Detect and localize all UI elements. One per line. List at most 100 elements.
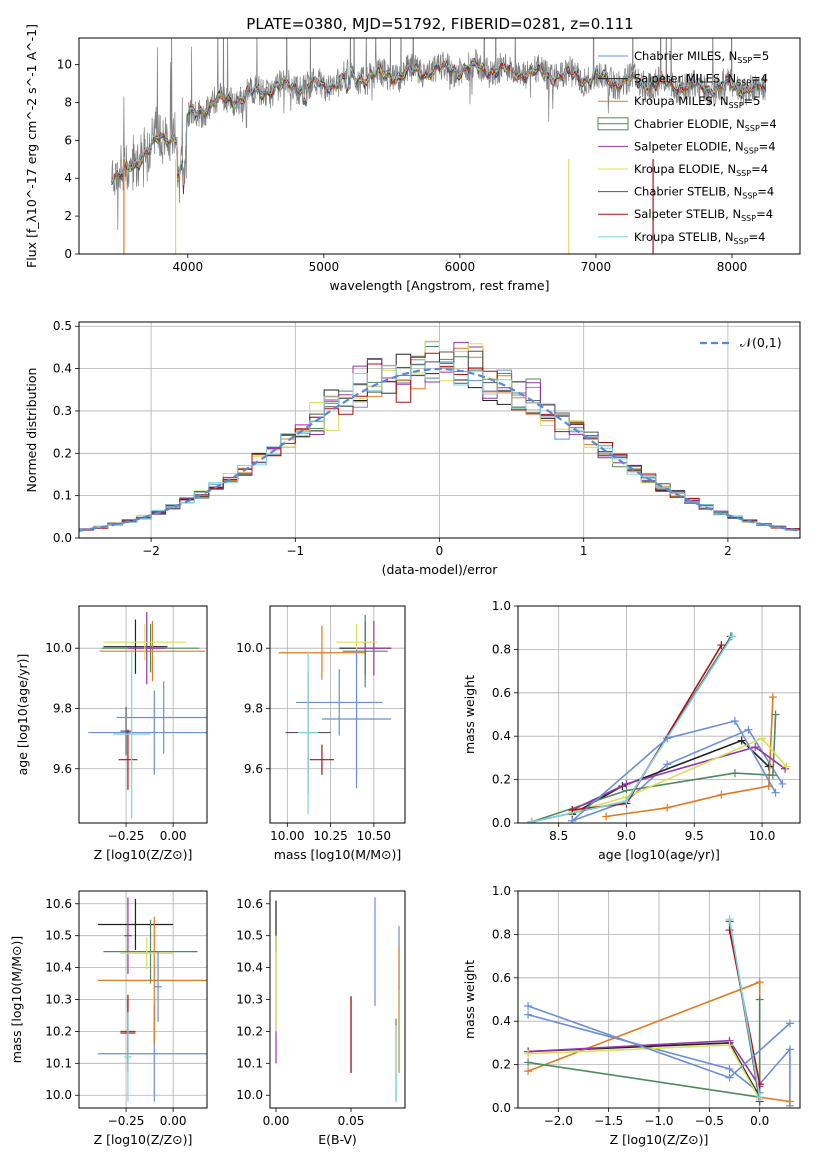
legend: Chabrier MILES, NSSP=5 Salpeter MILES, NS…: [597, 49, 777, 246]
panel-4: 10.00 10.25 10.50 9.6 9.8 10.0 mass [log10(M/M…: [236, 605, 406, 862]
x-axis-label: E(B-V): [318, 1132, 357, 1147]
y-axis-label: age [log10(age/yr)]: [15, 654, 30, 776]
panel-7: 0.00 0.05 10.0 10.1 10.2 10.3 10.4 10.5 10.6 E(B-…: [236, 890, 406, 1147]
y-tick-label: 0.5: [53, 319, 72, 333]
x-tick-label: 8000: [717, 260, 748, 274]
data-point: [97, 916, 207, 1045]
y-tick-label: 10.1: [45, 1056, 72, 1070]
y-tick-label: 0.4: [492, 1014, 511, 1028]
legend-swatch-box: [597, 117, 629, 131]
data-point: [342, 615, 388, 688]
y-tick-label: 10.0: [236, 1088, 263, 1102]
y-tick-label: 0.4: [492, 729, 511, 743]
y-axis-label: mass [log10(M/M⊙)]: [9, 936, 24, 1064]
y-tick-label: 0.2: [492, 1058, 511, 1072]
panel-3: −0.25 0.00 9.6 9.8 10.0 Z [log10(Z/Z⊙)] age [l…: [15, 605, 208, 862]
y-tick-label: 10.6: [236, 897, 263, 911]
y-tick-label: 10.0: [45, 1088, 72, 1102]
x-tick-label: 2: [724, 544, 732, 558]
series-line-5: [571, 746, 786, 811]
data-point: [356, 621, 392, 676]
x-axis-label: age [log10(age/yr)]: [598, 847, 720, 862]
series-marker: [725, 1041, 734, 1050]
series-marker: [524, 1067, 533, 1076]
x-tick-label: −2: [142, 544, 160, 558]
series-marker: [785, 1097, 794, 1106]
x-tick-label: 5000: [309, 260, 340, 274]
y-tick-label: 0.0: [53, 531, 72, 545]
y-tick-label: 0.2: [53, 446, 72, 460]
x-tick-label: 0.00: [160, 1114, 187, 1128]
y-tick-label: 10.6: [45, 897, 72, 911]
y-axis-label: mass weight: [462, 675, 477, 754]
series-marker: [568, 816, 577, 823]
y-tick-label: 10.3: [45, 993, 72, 1007]
data-point: [97, 898, 174, 951]
legend-label: Chabrier ELODIE, NSSP=4: [634, 117, 777, 133]
y-tick-label: 10.5: [45, 929, 72, 943]
series-line-2: [528, 1042, 761, 1098]
series-marker: [785, 1019, 794, 1028]
series-marker: [737, 736, 746, 745]
y-axis-label: Flux [f_λ10^-17 erg cm^-2 s^-1 A^-1]: [24, 24, 39, 268]
series-marker: [771, 710, 780, 719]
series-marker: [778, 779, 787, 788]
series-marker: [730, 769, 739, 778]
series-marker: [744, 725, 753, 734]
data-point: [321, 649, 392, 789]
plot-area: [79, 340, 800, 532]
observed-spectrum: [111, 38, 767, 231]
histogram-8: [79, 352, 800, 531]
series-marker: [725, 1064, 734, 1073]
data-point: [309, 744, 335, 775]
y-tick-label: 0.4: [53, 362, 72, 376]
series-marker: [755, 978, 764, 987]
legend-label: Salpeter MILES, NSSP=4: [634, 72, 768, 88]
data-point: [118, 729, 138, 790]
y-tick-label: 8: [64, 95, 72, 109]
y-tick-label: 10.4: [45, 961, 72, 975]
y-tick-label: 9.8: [53, 701, 72, 715]
y-axis-label: Normed distribution: [24, 368, 39, 493]
data-point: [116, 681, 207, 754]
x-tick-label: 9.5: [685, 829, 704, 843]
series-line-9: [728, 919, 761, 1098]
series-marker: [717, 790, 726, 799]
x-axis-label: Z [log10(Z/Z⊙)]: [610, 1132, 709, 1147]
x-tick-label: 0.00: [160, 829, 187, 843]
y-tick-label: 0.8: [492, 642, 511, 656]
panel-1: Chabrier MILES, NSSP=5 Salpeter MILES, NS…: [24, 24, 801, 293]
y-tick-label: 0.3: [53, 404, 72, 418]
x-axis-label: Z [log10(Z/Z⊙)]: [94, 847, 193, 862]
series-marker: [730, 717, 739, 726]
series-marker: [524, 1049, 533, 1058]
x-tick-label: 9.0: [617, 829, 636, 843]
series-marker: [622, 779, 631, 788]
y-tick-label: 10.0: [236, 641, 263, 655]
y-tick-label: 10.4: [236, 961, 263, 975]
x-axis-label: Z [log10(Z/Z⊙)]: [94, 1132, 193, 1147]
data-point: [88, 690, 207, 775]
data-point: [120, 937, 174, 970]
axes-frame: [78, 605, 208, 824]
figure-title: PLATE=0380, MJD=51792, FIBERID=0281, z=0…: [246, 15, 633, 33]
y-tick-label: 1.0: [492, 884, 511, 898]
series-marker: [663, 803, 672, 812]
series-marker: [758, 734, 767, 743]
legend-label: Chabrier STELIB, NSSP=4: [634, 185, 774, 201]
y-tick-label: 9.6: [244, 762, 263, 776]
x-tick-label: −1.0: [644, 1114, 673, 1128]
data-point: [120, 706, 132, 756]
series-marker: [771, 788, 780, 797]
legend-label: Chabrier MILES, NSSP=5: [634, 49, 769, 65]
axes-frame: [517, 605, 801, 824]
x-tick-label: 4000: [173, 260, 204, 274]
series-marker: [622, 797, 631, 806]
x-tick-label: 0.00: [263, 1114, 290, 1128]
legend-label: Kroupa STELIB, NSSP=4: [634, 230, 765, 246]
y-axis-label: mass weight: [462, 960, 477, 1039]
series-marker: [527, 817, 536, 823]
plot-area: [527, 632, 791, 823]
x-tick-label: 10.25: [313, 829, 347, 843]
series-line-3: [605, 697, 774, 818]
